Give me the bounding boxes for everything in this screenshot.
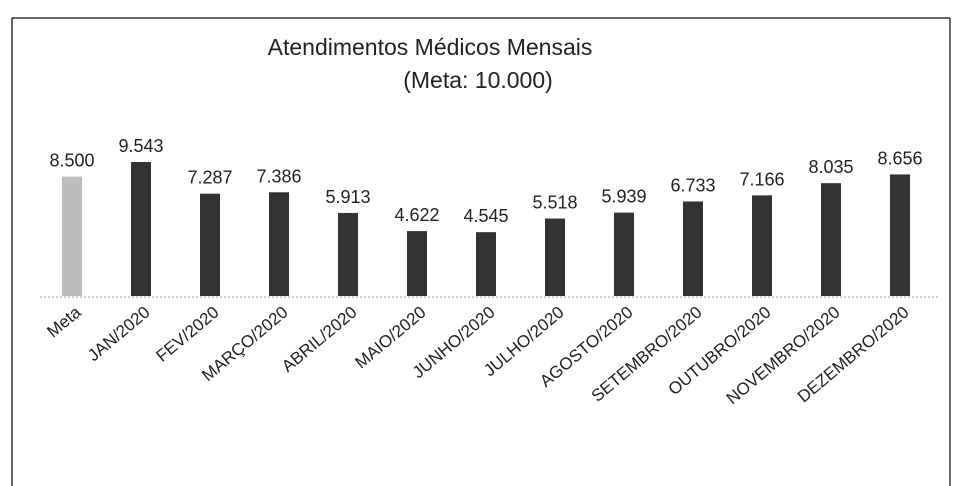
bar	[131, 162, 151, 296]
x-tick-label: JAN/2020	[84, 303, 153, 366]
value-label: 5.518	[532, 193, 577, 213]
bar	[752, 195, 772, 296]
bar	[476, 232, 496, 296]
x-tick-label: NOVEMBRO/2020	[723, 303, 844, 409]
bar	[200, 193, 220, 296]
bar	[890, 174, 910, 296]
value-label: 5.939	[601, 187, 646, 207]
chart-title: Atendimentos Médicos Mensais	[268, 34, 593, 60]
bar	[269, 192, 289, 296]
bar	[407, 231, 427, 296]
value-label: 6.733	[670, 175, 715, 195]
value-label: 7.287	[187, 168, 232, 188]
x-tick-label: ABRIL/2020	[278, 303, 360, 376]
value-label: 9.543	[118, 136, 163, 156]
value-label: 5.913	[325, 187, 370, 207]
value-label: 7.166	[739, 169, 784, 189]
value-label: 4.545	[463, 206, 508, 226]
x-tick-label: Meta	[43, 302, 85, 341]
value-label: 8.500	[49, 151, 94, 171]
bar	[545, 218, 565, 296]
value-label: 8.035	[808, 157, 853, 177]
chart-subtitle: (Meta: 10.000)	[403, 67, 553, 93]
x-tick-label: FEV/2020	[152, 303, 222, 366]
bar	[62, 176, 82, 296]
bar	[821, 183, 841, 296]
value-label: 8.656	[877, 148, 922, 168]
bar	[338, 212, 358, 296]
value-label: 4.622	[394, 205, 439, 225]
bar	[614, 212, 634, 296]
value-label: 7.386	[256, 166, 301, 186]
bar	[683, 201, 703, 296]
